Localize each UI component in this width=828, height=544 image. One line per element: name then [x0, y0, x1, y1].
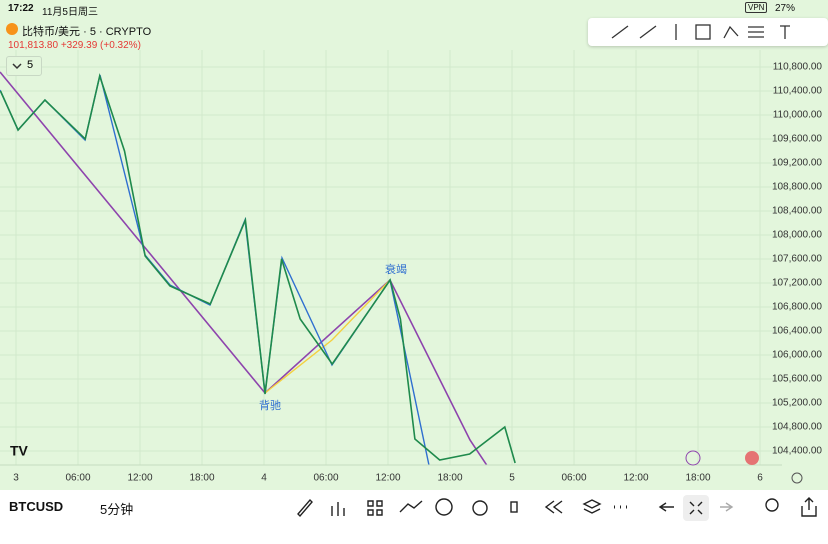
y-tick-label: 105,600.00 [772, 374, 822, 385]
coin-icon [6, 23, 18, 35]
alert-button[interactable] [472, 500, 488, 516]
trend-tool[interactable] [611, 25, 629, 39]
rect-tool[interactable] [695, 24, 711, 40]
x-tick-label: 12:00 [624, 473, 649, 484]
x-tick-label: 06:00 [65, 473, 90, 484]
y-tick-label: 106,800.00 [772, 302, 822, 313]
share-button[interactable] [801, 497, 817, 517]
y-tick-label: 108,800.00 [772, 182, 822, 193]
y-tick-label: 107,200.00 [772, 278, 822, 289]
y-tick-label: 108,400.00 [772, 206, 822, 217]
chart-background [0, 0, 828, 490]
compare-button[interactable] [399, 500, 423, 513]
event-icon[interactable] [745, 451, 759, 465]
battery: 27% [775, 3, 796, 14]
idea-button[interactable] [765, 498, 779, 512]
undo-button[interactable] [658, 502, 674, 512]
y-tick-label: 104,400.00 [772, 446, 822, 457]
price-change: +329.39 (+0.32%) [60, 40, 141, 51]
x-tick-label: 12:00 [376, 473, 401, 484]
chart: TV 104,400.00 104,800.00 105,200.00 105,600… [0, 0, 828, 490]
vpn: VPN [745, 2, 768, 13]
x-tick-label: 6 [757, 473, 763, 484]
settings-icon[interactable] [791, 472, 803, 484]
x-tick-label: 4 [261, 473, 267, 484]
interval-label[interactable]: 5分钟 [100, 502, 134, 517]
chevron [12, 63, 22, 70]
interval: 5 [27, 59, 34, 71]
date: 11月5日周三 [42, 7, 98, 18]
bottom-bar: BTCUSD 5分钟 [0, 490, 828, 544]
bottom-toolbar [297, 495, 817, 521]
price: 101,813.80 +329.39 (+0.32%) [8, 40, 141, 51]
event-icon[interactable] [685, 450, 701, 466]
status-bar: 17:22 11月5日周三 VPN 27% [0, 0, 828, 18]
annotation: 衰竭 [385, 262, 407, 276]
y-tick-label: 110,800.00 [773, 62, 823, 73]
drawing-toolbar [588, 18, 828, 46]
y-tick-label: 110,400.00 [773, 86, 823, 97]
fib-tool[interactable] [748, 26, 764, 38]
y-tick-label: 110,000.00 [773, 110, 823, 121]
layers-button[interactable] [582, 499, 602, 514]
y-tick-label: 105,200.00 [772, 398, 822, 409]
y-tick-label: 106,000.00 [772, 350, 822, 361]
y-tick-label: 109,600.00 [772, 134, 822, 145]
collapse-icon [689, 501, 703, 515]
y-tick-label: 107,600.00 [772, 254, 822, 265]
x-tick-label: 18:00 [438, 473, 463, 484]
y-tick-label: 106,400.00 [772, 326, 822, 337]
text-tool[interactable] [780, 25, 790, 39]
segment-stroke [264, 279, 391, 394]
toolbar-icons [611, 24, 790, 40]
time: 17:22 [8, 3, 34, 14]
x-tick-label: 18:00 [189, 473, 214, 484]
x-tick-label: 3 [13, 473, 19, 484]
fullscreen-button[interactable] [683, 495, 709, 521]
x-tick-label: 06:00 [562, 473, 587, 484]
annotation: 背驰 [259, 398, 281, 412]
last-price: 101,813.80 [8, 40, 59, 51]
layout-button[interactable] [367, 500, 383, 516]
x-tick-label: 18:00 [686, 473, 711, 484]
replay-button[interactable] [544, 500, 563, 514]
redo-button[interactable] [720, 502, 734, 512]
y-tick-label: 108,000.00 [772, 230, 822, 241]
add-button[interactable] [435, 498, 453, 516]
y-tick-label: 104,800.00 [772, 422, 822, 433]
y-tick-label: 109,200.00 [772, 158, 822, 169]
logo: TV [10, 443, 29, 459]
indicators-button[interactable] [331, 502, 345, 516]
symbol[interactable]: BTCUSD [9, 499, 64, 514]
symbol-title[interactable]: 比特币/美元 · 5 · CRYPTO [22, 26, 152, 38]
interval-selector[interactable]: 5 [6, 56, 42, 76]
ray-tool[interactable] [639, 25, 657, 39]
draw-button[interactable] [297, 498, 313, 518]
x-tick-label: 12:00 [127, 473, 152, 484]
candle-button[interactable] [510, 501, 518, 513]
x-tick-label: 06:00 [313, 473, 338, 484]
pattern-tool[interactable] [723, 25, 739, 39]
price-line [0, 73, 516, 464]
x-tick-label: 5 [509, 473, 515, 484]
